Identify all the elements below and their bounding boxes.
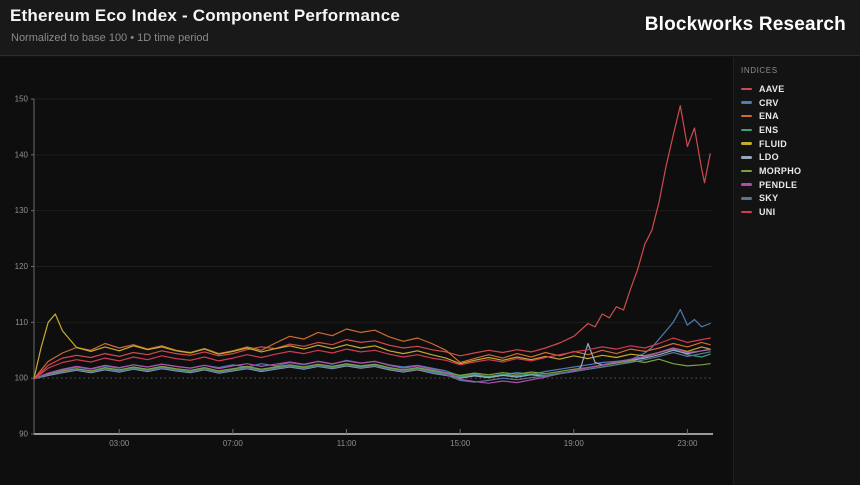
svg-text:150: 150 <box>15 95 29 104</box>
legend-swatch-ldo <box>741 156 752 159</box>
legend-label: PENDLE <box>759 179 798 190</box>
series-line-uni <box>33 337 711 380</box>
legend-label: ENA <box>759 111 779 122</box>
series-line-aave <box>33 105 711 380</box>
series-line-ldo <box>33 342 711 380</box>
header: Ethereum Eco Index - Component Performan… <box>0 0 860 56</box>
legend-item-uni[interactable]: UNI <box>741 205 853 219</box>
legend-item-ens[interactable]: ENS <box>741 123 853 137</box>
axes: 150 140 130 120 110 100 90 03:00 07:00 11:00 15:00… <box>15 95 713 448</box>
legend-label: CRV <box>759 97 779 108</box>
svg-text:03:00: 03:00 <box>109 439 130 448</box>
grid-lines <box>34 98 713 379</box>
legend-swatch-sky <box>741 197 752 200</box>
series-line-fluid <box>33 313 711 379</box>
series-line-ena <box>33 328 711 380</box>
legend-label: SKY <box>759 193 779 204</box>
svg-text:11:00: 11:00 <box>337 439 357 448</box>
legend-label: LDO <box>759 152 779 163</box>
svg-text:23:00: 23:00 <box>677 439 698 448</box>
legend-label: UNI <box>759 207 776 218</box>
legend-label: MORPHO <box>759 165 802 176</box>
legend-swatch-ens <box>741 128 752 132</box>
svg-text:130: 130 <box>15 206 29 215</box>
legend-swatch-ena <box>741 114 752 118</box>
series-line-sky <box>33 351 711 383</box>
legend-item-pendle[interactable]: PENDLE <box>741 178 853 192</box>
page-title: Ethereum Eco Index - Component Performan… <box>10 6 401 25</box>
legend-item-fluid[interactable]: FLUID <box>741 137 853 151</box>
content-area: 150 140 130 120 110 100 90 03:00 07:00 11:00 15:00… <box>0 57 860 485</box>
svg-text:140: 140 <box>15 150 29 159</box>
series-lines <box>33 105 711 384</box>
legend-panel: INDICES AAVE CRV ENA ENS FLUID LDO MORPHO PENDL… <box>741 66 853 219</box>
legend-swatch-morpho <box>741 169 752 173</box>
svg-text:07:00: 07:00 <box>223 439 244 448</box>
legend-item-ldo[interactable]: LDO <box>741 150 853 164</box>
chart-panel: 150 140 130 120 110 100 90 03:00 07:00 11:00 15:00… <box>0 57 734 485</box>
legend-swatch-aave <box>741 87 752 91</box>
legend-swatch-pendle <box>741 183 752 186</box>
svg-text:15:00: 15:00 <box>450 439 471 448</box>
brand-logo: Blockworks Research <box>644 14 846 35</box>
legend-swatch-uni <box>741 210 752 214</box>
svg-text:100: 100 <box>15 374 29 383</box>
svg-text:110: 110 <box>15 318 28 327</box>
legend-swatch-crv <box>741 101 752 104</box>
svg-text:19:00: 19:00 <box>564 439 585 448</box>
legend-item-morpho[interactable]: MORPHO <box>741 164 853 178</box>
legend-items: AAVE CRV ENA ENS FLUID LDO MORPHO PENDLE SKY UNI <box>741 82 853 219</box>
series-line-pendle <box>33 347 711 384</box>
legend-item-ena[interactable]: ENA <box>741 109 853 123</box>
performance-line-chart[interactable]: 150 140 130 120 110 100 90 03:00 07:00 11:00 15:00… <box>0 57 734 485</box>
legend-item-aave[interactable]: AAVE <box>741 82 853 96</box>
legend-item-crv[interactable]: CRV <box>741 96 853 110</box>
svg-text:120: 120 <box>15 262 29 271</box>
legend-label: FLUID <box>759 138 787 149</box>
legend-swatch-fluid <box>741 142 752 145</box>
legend-label: AAVE <box>759 83 785 94</box>
page-subtitle: Normalized to base 100 • 1D time period <box>11 32 209 44</box>
legend-item-sky[interactable]: SKY <box>741 192 853 206</box>
svg-text:90: 90 <box>19 430 28 439</box>
legend-label: ENS <box>759 124 779 135</box>
legend-title: INDICES <box>741 66 778 75</box>
